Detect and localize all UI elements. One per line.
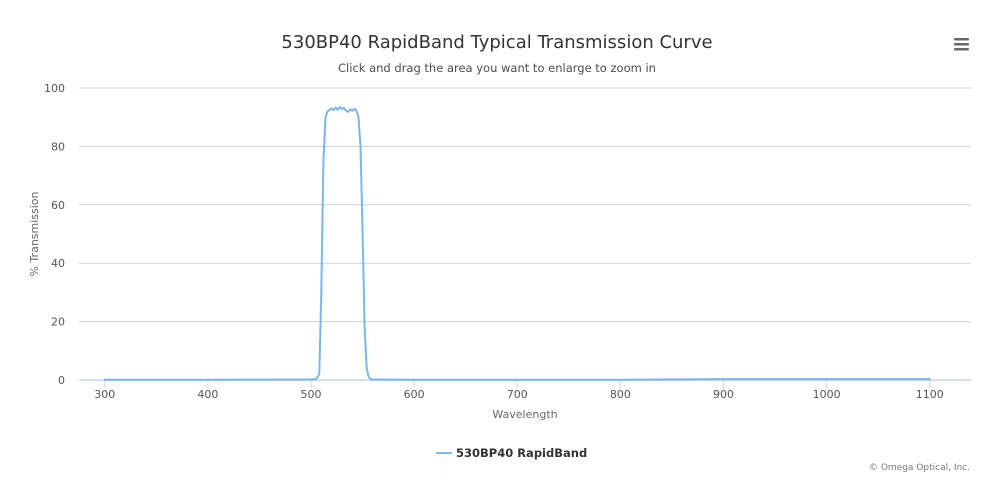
x-tick-label: 400 — [197, 388, 218, 401]
y-tick-label: 20 — [51, 316, 65, 329]
context-menu-button[interactable] — [950, 34, 972, 52]
y-tick-label: 80 — [51, 140, 65, 153]
x-tick-label: 500 — [301, 388, 322, 401]
x-axis: 300 400 500 600 700 800 900 1000 1100 — [79, 380, 971, 401]
x-axis-title: Wavelength — [492, 408, 557, 421]
hamburger-menu-icon — [954, 38, 969, 51]
y-tick-label: 40 — [51, 257, 65, 270]
y-tick-label: 0 — [58, 374, 65, 387]
y-tick-label: 60 — [51, 199, 65, 212]
legend-label: 530BP40 RapidBand — [456, 446, 587, 460]
x-tick-label: 300 — [94, 388, 115, 401]
x-tick-label: 1100 — [916, 388, 944, 401]
chart-subtitle: Click and drag the area you want to enla… — [338, 61, 656, 75]
credits-link[interactable]: © Omega Optical, Inc. — [869, 463, 970, 473]
chart-title: 530BP40 RapidBand Typical Transmission C… — [281, 32, 712, 53]
grid-lines — [79, 87, 971, 381]
legend-item[interactable]: 530BP40 RapidBand — [436, 446, 587, 460]
plot-area[interactable] — [103, 105, 932, 382]
x-tick-label: 900 — [713, 388, 734, 401]
y-tick-label: 100 — [44, 82, 65, 95]
x-tick-label: 700 — [507, 388, 528, 401]
y-axis-title: % Transmission — [28, 191, 41, 276]
x-tick-label: 800 — [610, 388, 631, 401]
y-axis: 0 20 40 60 80 100 — [44, 82, 65, 387]
x-tick-label: 1000 — [813, 388, 841, 401]
series-line[interactable] — [103, 106, 931, 381]
x-tick-label: 600 — [404, 388, 425, 401]
